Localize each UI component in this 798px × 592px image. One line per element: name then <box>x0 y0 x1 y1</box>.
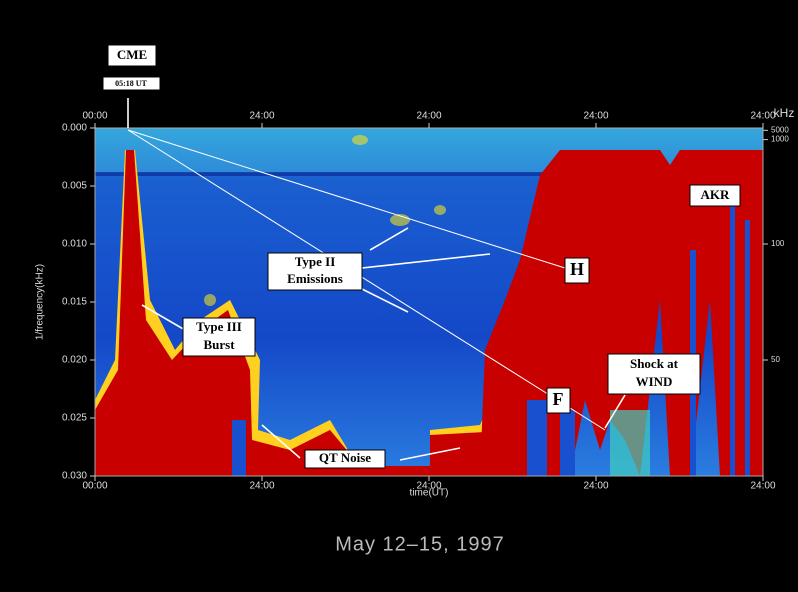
annotation: F <box>553 389 564 409</box>
y-axis-label: 1/frequency(kHz) <box>35 264 46 340</box>
y-tick-label: 0.025 <box>62 413 87 424</box>
annotation: Emissions <box>287 271 343 286</box>
annotation: Burst <box>203 337 235 352</box>
y-tick-label: 0.015 <box>62 297 87 308</box>
annotation: CME <box>117 47 147 62</box>
x-tick-label: 00:00 <box>82 481 107 492</box>
y2-tick-label: 1000 <box>771 135 789 144</box>
x-tick-label-top: 24:00 <box>249 111 274 122</box>
x-axis-label: time(UT) <box>410 488 449 499</box>
y2-axis-label: kHz <box>774 106 795 120</box>
x-tick-label-top: 00:00 <box>82 111 107 122</box>
annotation: H <box>570 259 584 279</box>
x-tick-label-top: 24:00 <box>583 111 608 122</box>
y2-tick-label: 50 <box>771 355 780 364</box>
x-tick-label-top: 24:00 <box>750 111 775 122</box>
annotation: AKR <box>701 187 731 202</box>
spectrogram <box>95 128 763 476</box>
y-tick-label: 0.005 <box>62 181 87 192</box>
y-tick-label: 0.010 <box>62 239 87 250</box>
caption: May 12–15, 1997 <box>335 533 505 555</box>
annotation: QT Noise <box>319 450 371 465</box>
figure: 0.0000.0050.0100.0150.0200.0250.03050001… <box>0 0 798 592</box>
x-tick-label: 24:00 <box>249 481 274 492</box>
y-tick-label: 0.000 <box>62 123 87 134</box>
y2-tick-label: 100 <box>771 239 785 248</box>
annotation: Shock at <box>630 356 679 371</box>
annotation: Type II <box>295 254 336 269</box>
annotation: WIND <box>636 374 673 389</box>
y2-tick-label: 5000 <box>771 125 789 134</box>
annotation: 05:18 UT <box>115 79 147 88</box>
y-tick-label: 0.020 <box>62 355 87 366</box>
x-tick-label-top: 24:00 <box>416 111 441 122</box>
annotation: Type III <box>196 319 242 334</box>
x-tick-label: 24:00 <box>750 481 775 492</box>
x-tick-label: 24:00 <box>583 481 608 492</box>
